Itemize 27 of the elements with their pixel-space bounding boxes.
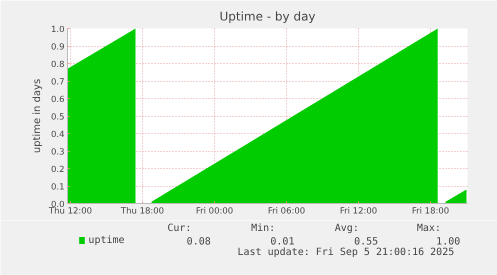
y-axis-title: uptime in days bbox=[32, 78, 43, 154]
text: 1.00 bbox=[436, 236, 460, 248]
y-tick-label: 0.4 bbox=[50, 130, 65, 140]
text: Last update: Fri Sep 5 21:00:16 2025 bbox=[238, 247, 454, 258]
text: Min: bbox=[251, 223, 276, 234]
text: 0.01 bbox=[270, 236, 294, 248]
y-tick-label: 0.2 bbox=[50, 165, 65, 175]
text: Cur: bbox=[167, 223, 192, 234]
y-tick-label: 0.9 bbox=[50, 42, 65, 52]
x-tick-label: Fri 06:00 bbox=[268, 206, 306, 216]
y-tick-label: 0.3 bbox=[50, 148, 65, 158]
text: Avg: bbox=[334, 223, 359, 234]
x-tick-label: Fri 18:00 bbox=[412, 206, 450, 216]
x-tick-label: Thu 18:00 bbox=[120, 206, 164, 216]
y-tick-label: 0.7 bbox=[50, 78, 65, 88]
y-tick-label: 0.5 bbox=[50, 112, 65, 122]
y-tick-label: 1.0 bbox=[50, 25, 65, 35]
text: 0.55 bbox=[354, 236, 378, 248]
text: Max: bbox=[416, 223, 441, 234]
chart-title: Uptime - by day bbox=[219, 10, 316, 24]
y-tick-label: 0.8 bbox=[50, 60, 65, 70]
legend-label: uptime bbox=[88, 235, 125, 246]
x-tick-label: Fri 12:00 bbox=[340, 206, 378, 216]
text: 0.08 bbox=[186, 236, 211, 248]
y-tick-label: 0.6 bbox=[50, 95, 65, 105]
x-tick-label: Fri 00:00 bbox=[196, 206, 234, 216]
y-tick-label: 0.1 bbox=[50, 182, 65, 192]
